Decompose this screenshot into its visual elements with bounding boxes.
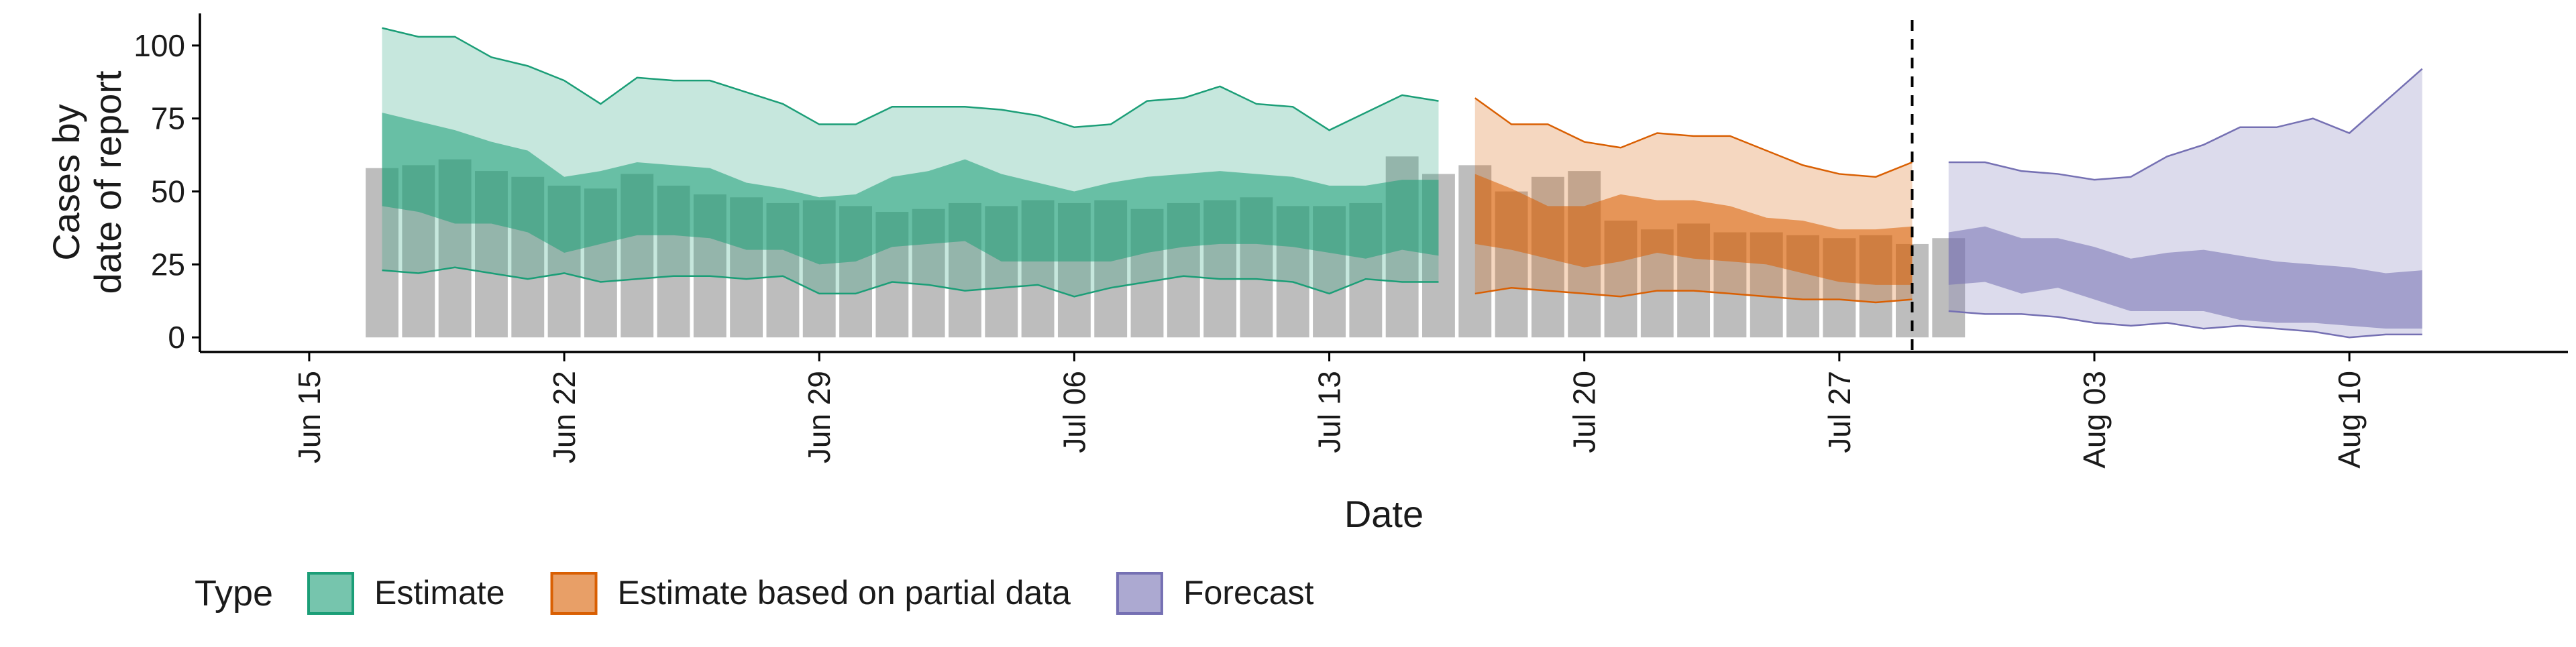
x-axis-title: Date bbox=[1344, 493, 1424, 535]
y-tick-label: 25 bbox=[151, 247, 185, 282]
x-tick-label: Jul 06 bbox=[1057, 371, 1091, 453]
x-tick-label: Aug 10 bbox=[2332, 371, 2367, 469]
y-tick-label: 75 bbox=[151, 101, 185, 136]
x-tick-label: Jul 13 bbox=[1312, 371, 1347, 453]
x-tick-label: Jun 15 bbox=[292, 371, 327, 463]
x-tick-label: Aug 03 bbox=[2077, 371, 2112, 469]
ribbons bbox=[382, 27, 2423, 339]
inner-ribbon bbox=[1474, 174, 1913, 285]
y-axis-title-line: date of report bbox=[87, 70, 129, 294]
y-tick-label: 0 bbox=[168, 320, 185, 355]
axes: 0 25 50 75 100 Jun 15 Jun 22 Jun 29 Jul 06 Jul 13… bbox=[133, 13, 2568, 469]
y-axis-title: Cases bydate of report bbox=[45, 70, 129, 294]
x-tick-label: Jul 27 bbox=[1822, 371, 1857, 453]
legend-label: Estimate bbox=[374, 574, 505, 611]
upper-bound-line bbox=[1474, 97, 1913, 178]
inner-ribbon bbox=[1948, 226, 2422, 329]
x-tick-label: Jun 22 bbox=[547, 371, 582, 463]
legend-title: Type bbox=[195, 573, 273, 613]
lower-bound-line bbox=[382, 266, 1439, 298]
lower-bound-line bbox=[1474, 286, 1913, 304]
legend-swatch bbox=[550, 572, 598, 615]
inner-ribbon bbox=[382, 113, 1439, 265]
upper-bound-line bbox=[382, 27, 1439, 131]
lower-bound-line bbox=[1948, 310, 2422, 339]
y-axis-title-line: Cases by bbox=[45, 104, 87, 260]
legend-label: Estimate based on partial data bbox=[618, 574, 1071, 611]
y-tick-label: 100 bbox=[133, 28, 185, 63]
axis-labels: Date Cases bydate of report bbox=[45, 70, 1424, 535]
y-tick-label: 50 bbox=[151, 174, 185, 209]
legend-label: Forecast bbox=[1183, 574, 1314, 611]
x-tick-label: Jul 20 bbox=[1567, 371, 1602, 453]
legend-swatch bbox=[307, 572, 354, 615]
legend-swatch bbox=[1116, 572, 1163, 615]
upper-bound-line bbox=[1948, 68, 2423, 181]
x-tick-label: Jun 29 bbox=[802, 371, 837, 463]
legend: Type Estimate Estimate based on partial da… bbox=[195, 572, 1314, 615]
